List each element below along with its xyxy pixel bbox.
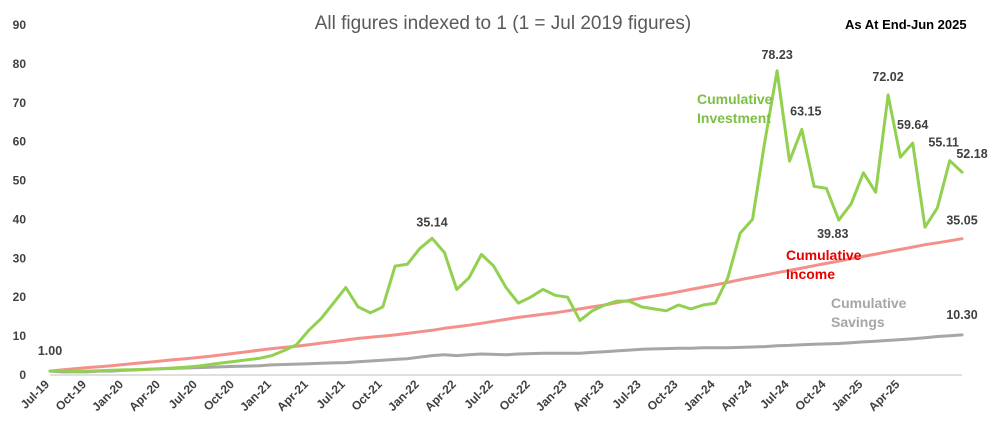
y-tick-label: 0 [19, 368, 26, 382]
data-label: 55.11 [928, 136, 959, 150]
data-label: 78.23 [761, 48, 792, 62]
data-label: 10.30 [946, 308, 977, 322]
x-axis: Jul-19 Oct-19 Jan-20 Apr-20 Jul-20 Oct-20 Jan-… [18, 377, 903, 414]
data-label: 63.15 [790, 104, 821, 118]
series-labels: Cumulative Investment Cumulative Income Cumu… [697, 91, 907, 330]
savings-series-label: Cumulative Savings [831, 295, 907, 330]
y-tick-label: 60 [13, 135, 27, 149]
y-tick-label: 10 [13, 329, 27, 343]
x-tick-label: Apr-24 [718, 377, 755, 414]
x-tick-label: Apr-21 [274, 377, 311, 414]
savings-line [48, 333, 964, 374]
y-tick-label: 40 [13, 212, 27, 226]
y-tick-label: 20 [13, 290, 27, 304]
x-tick-label: Oct-20 [201, 377, 238, 414]
x-tick-label: Jan-24 [681, 377, 718, 414]
income-line [48, 237, 964, 373]
x-tick-label: Oct-24 [792, 377, 829, 414]
x-tick-label: Jul-23 [609, 377, 644, 412]
x-tick-label: Jan-25 [829, 377, 866, 414]
investment-series-label: Cumulative Investment [697, 91, 773, 126]
x-tick-label: Oct-21 [349, 377, 386, 414]
as-at-annotation: As At End-Jun 2025 [845, 17, 967, 32]
investment-line [48, 69, 964, 373]
chart-title: All figures indexed to 1 (1 = Jul 2019 f… [315, 13, 692, 34]
y-tick-label: 50 [13, 174, 27, 188]
x-tick-label: Jan-23 [533, 377, 570, 414]
x-tick-label: Jan-20 [89, 377, 126, 414]
x-tick-label: Apr-22 [422, 377, 459, 414]
x-tick-label: Jul-24 [757, 377, 792, 412]
data-label: 35.05 [946, 214, 977, 228]
data-label: 59.64 [897, 118, 928, 132]
data-label: 1.00 [38, 344, 62, 358]
x-tick-label: Apr-20 [126, 377, 163, 414]
x-tick-label: Jan-22 [385, 377, 422, 414]
x-tick-label: Apr-23 [570, 377, 607, 414]
x-tick-label: Oct-23 [644, 377, 681, 414]
x-tick-label: Jul-20 [166, 377, 201, 412]
y-tick-label: 70 [13, 96, 27, 110]
y-tick-label: 30 [13, 251, 27, 265]
data-labels: 1.00 35.14 78.23 63.15 39.83 72.02 59.6455.115… [38, 48, 988, 358]
x-tick-label: Jul-19 [18, 377, 53, 412]
data-label: 52.18 [956, 147, 987, 161]
y-tick-label: 80 [13, 57, 27, 71]
data-label: 72.02 [872, 70, 903, 84]
data-label: 35.14 [416, 215, 447, 229]
x-tick-label: Jul-21 [313, 377, 348, 412]
x-tick-label: Apr-25 [866, 377, 903, 414]
y-tick-label: 90 [13, 18, 27, 32]
series-lines [48, 69, 964, 374]
y-axis: 0 10 20 30 40 50 60 70 80 90 [13, 18, 27, 382]
x-tick-label: Jul-22 [461, 377, 496, 412]
income-series-label: Cumulative Income [786, 247, 862, 282]
x-tick-label: Oct-22 [496, 377, 533, 414]
data-label: 39.83 [817, 227, 848, 241]
x-tick-label: Oct-19 [53, 377, 90, 414]
x-tick-label: Jan-21 [237, 377, 274, 414]
